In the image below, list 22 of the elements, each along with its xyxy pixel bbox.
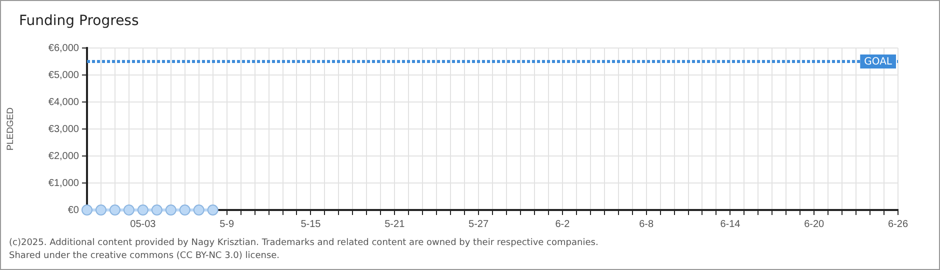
- ref-line-label: GOAL: [864, 56, 892, 68]
- x-tick-label: 05-03: [130, 218, 156, 230]
- x-tick-label: 6-8: [639, 218, 654, 230]
- chart-title: Funding Progress: [19, 13, 139, 29]
- y-tick-label: €2,000: [48, 150, 80, 162]
- y-tick-label: €4,000: [48, 96, 80, 108]
- x-tick-label: 5-21: [384, 218, 406, 230]
- y-axis-title: PLEDGED: [4, 106, 15, 151]
- y-tick-label: €6,000: [48, 42, 80, 54]
- text: Shared under the creative commons (CC BY-NC 3.0) license.: [9, 250, 281, 263]
- y-tick-label: €3,000: [48, 124, 80, 135]
- x-tick-label: 5-27: [468, 218, 489, 230]
- x-tick-label: 5-9: [220, 218, 234, 230]
- x-tick-label: 6-2: [555, 218, 570, 230]
- y-tick-label: €5,000: [48, 70, 80, 81]
- x-tick-label: 6-26: [888, 218, 908, 230]
- x-tick-label: 6-14: [720, 218, 741, 230]
- y-tick-label: €1,000: [48, 178, 80, 189]
- y-tick-label: €0: [68, 204, 80, 216]
- text: (c)2025. Additional content provided by Nagy Krisztian. Trademarks and related content are owned by their respective companies.: [9, 237, 598, 250]
- x-tick-label: 5-15: [300, 218, 322, 230]
- x-tick-label: 6-20: [804, 218, 825, 230]
